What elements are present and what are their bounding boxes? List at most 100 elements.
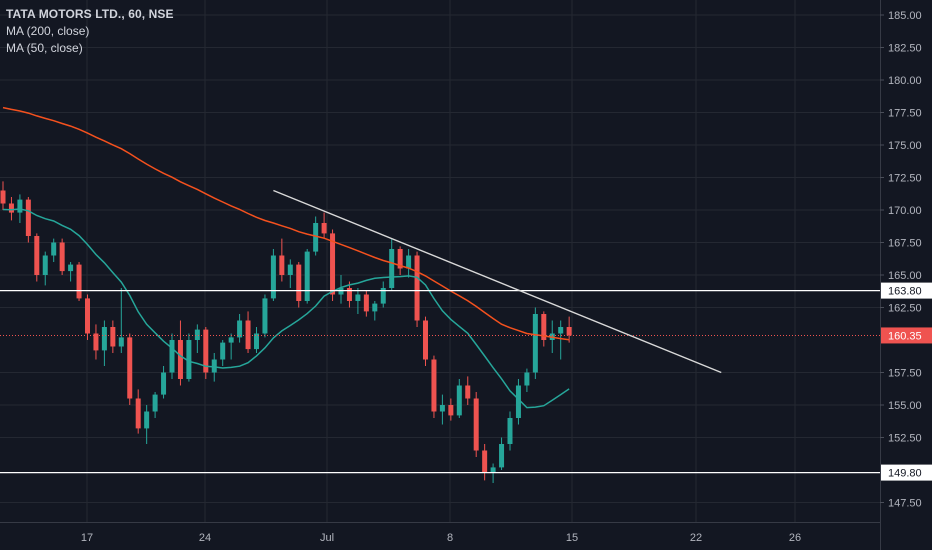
candle-body (439, 405, 445, 412)
level-price-tag[interactable] (881, 464, 932, 481)
candle-body (76, 264, 82, 299)
candle-body (473, 398, 479, 451)
candle-body (177, 340, 183, 379)
candle-body (313, 223, 319, 252)
candle-body (101, 327, 107, 351)
candle-body (34, 236, 40, 275)
x-tick-label: Jul (320, 532, 334, 544)
ma50-legend[interactable]: MA (50, close) (6, 41, 83, 55)
level-price-label: 149.80 (888, 468, 922, 480)
y-tick-label: 182.50 (888, 43, 922, 55)
legend: TATA MOTORS LTD., 60, NSE MA (200, close… (6, 6, 174, 57)
candle-body (51, 242, 57, 256)
candle-body (363, 294, 369, 312)
candle-body (186, 340, 192, 379)
candle-body (203, 329, 209, 373)
y-tick-label: 162.50 (888, 303, 922, 315)
x-tick-label: 26 (789, 532, 801, 544)
candle-body (423, 320, 428, 360)
level-price-label: 163.80 (888, 286, 922, 298)
candle-body (465, 385, 471, 399)
candle-body (338, 288, 344, 295)
y-tick-label: 147.50 (888, 498, 922, 510)
candle-body (566, 327, 572, 336)
candle-body (524, 372, 530, 386)
x-tick-label: 22 (690, 532, 702, 544)
candle-body (515, 385, 521, 418)
y-tick-label: 170.00 (888, 205, 922, 217)
last-price-tag[interactable] (881, 327, 932, 344)
y-tick-label: 167.50 (888, 238, 922, 250)
y-tick-label: 172.50 (888, 173, 922, 185)
moving-averages (2, 106, 570, 409)
candle-body (532, 314, 538, 373)
candle-body (279, 255, 285, 275)
candle-body (558, 327, 564, 334)
candle-body (499, 444, 505, 468)
candle-body (287, 264, 293, 275)
candles (0, 181, 572, 483)
y-tick-label: 165.00 (888, 270, 922, 282)
candle-body (448, 405, 454, 416)
candle-body (85, 298, 90, 334)
candle-body (482, 450, 488, 473)
candle-body (161, 372, 167, 395)
ma200-line (2, 106, 570, 341)
candle-body (389, 249, 395, 288)
candle-body (228, 337, 234, 343)
candle-body (93, 333, 99, 351)
candle-body (110, 327, 116, 347)
trendline[interactable] (273, 189, 722, 374)
candle-body (330, 233, 336, 295)
level-price-tag[interactable] (881, 282, 932, 299)
candle-body (490, 467, 496, 473)
candle-body (355, 294, 361, 301)
candle-body (372, 303, 378, 312)
y-tick-label: 155.00 (888, 400, 922, 412)
candle-body (118, 337, 124, 347)
x-tick-label: 15 (566, 532, 578, 544)
candle-body (406, 255, 412, 269)
candle-body (152, 394, 158, 412)
candle-body (262, 298, 268, 334)
candle-body (245, 320, 251, 350)
candle-body (135, 398, 141, 429)
ma200-legend[interactable]: MA (200, close) (6, 24, 90, 38)
candle-body (127, 337, 133, 399)
candle-body (194, 329, 200, 340)
candle-body (220, 342, 226, 360)
last-price-label: 160.35 (888, 330, 922, 342)
candle-body (397, 249, 403, 269)
candle-body (304, 251, 310, 301)
y-tick-label: 152.50 (888, 433, 922, 445)
x-tick-label: 24 (199, 532, 211, 544)
ma50-line (2, 208, 570, 409)
candle-body (8, 203, 14, 213)
candle-body (59, 242, 65, 272)
candle-body (68, 264, 74, 272)
ticker-title[interactable]: TATA MOTORS LTD., 60, NSE (6, 7, 174, 21)
candle-body (25, 199, 31, 236)
candle-body (380, 288, 386, 304)
candle-body (507, 418, 513, 444)
candle-body (414, 255, 420, 321)
candle-body (541, 314, 547, 340)
candle-body (42, 255, 48, 275)
y-tick-label: 177.50 (888, 108, 922, 120)
y-tick-label: 180.00 (888, 75, 922, 87)
candle-body (270, 255, 276, 299)
candle-body (144, 411, 150, 429)
y-tick-label: 157.50 (888, 368, 922, 380)
drawn-lines (0, 189, 880, 474)
candle-body (321, 223, 327, 234)
x-tick-label: 17 (81, 532, 93, 544)
candle-body (0, 190, 6, 204)
candle-body (296, 264, 302, 301)
candle-body (254, 333, 259, 350)
y-tick-label: 185.00 (888, 10, 922, 22)
candle-body (431, 359, 437, 412)
